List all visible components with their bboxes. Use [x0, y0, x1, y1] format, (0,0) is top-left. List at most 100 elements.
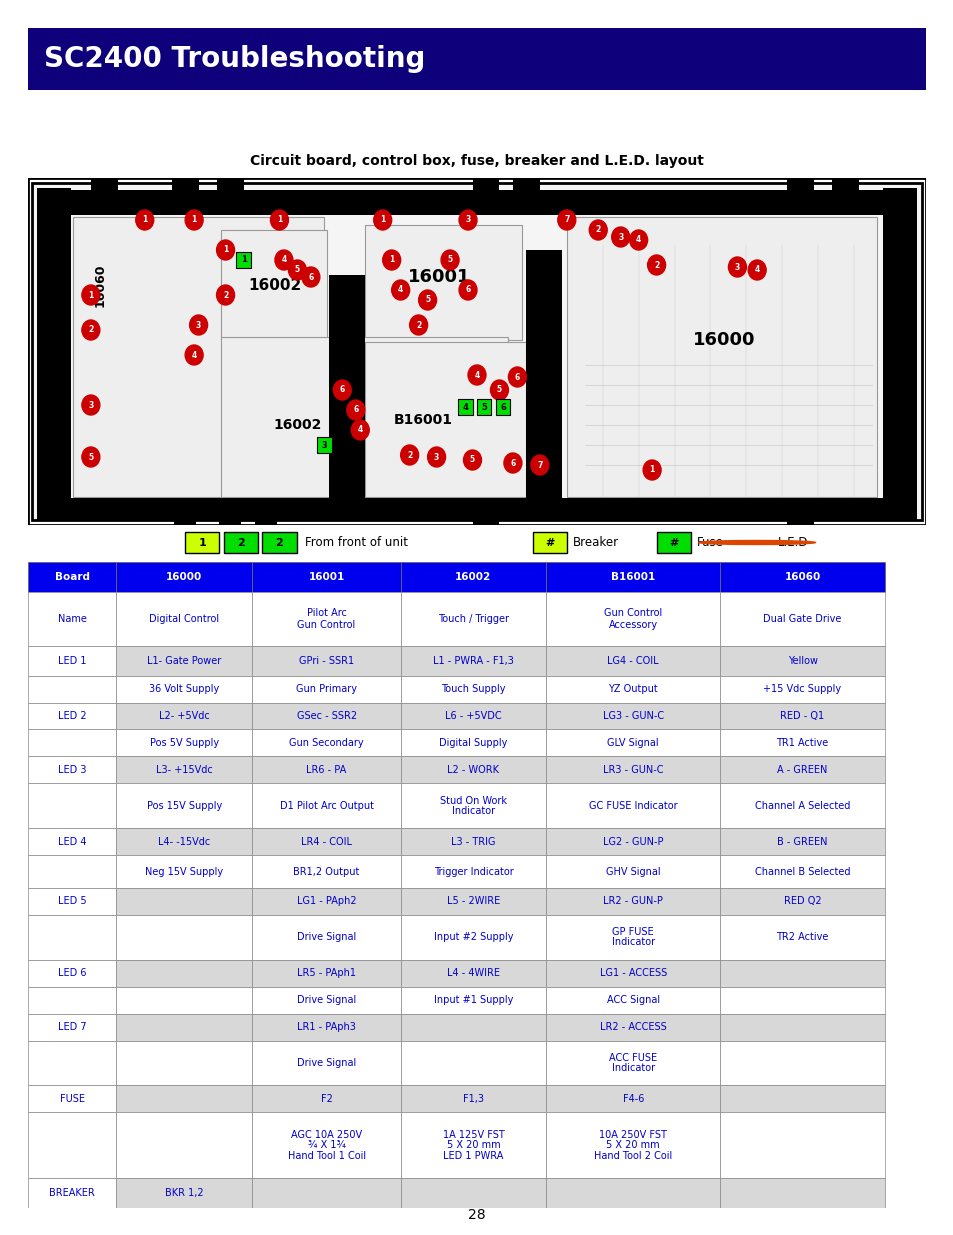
Bar	[720, 783, 883, 829]
Text: Channel B Selected: Channel B Selected	[754, 867, 849, 877]
Bar	[172, 178, 198, 200]
Bar	[253, 855, 400, 888]
Bar	[116, 1086, 253, 1113]
Text: Dual Gate Drive: Dual Gate Drive	[762, 614, 841, 624]
Circle shape	[216, 285, 234, 305]
Bar	[253, 756, 400, 783]
Bar	[116, 783, 253, 829]
Bar	[28, 1041, 116, 1086]
Bar	[400, 676, 545, 703]
Bar	[831, 178, 858, 200]
Text: 16000: 16000	[166, 572, 202, 582]
Text: Gun Control: Gun Control	[297, 620, 355, 630]
Text: 16002: 16002	[248, 278, 301, 293]
Text: 4: 4	[281, 256, 286, 264]
Bar	[253, 592, 400, 646]
Text: 16002: 16002	[455, 572, 491, 582]
Text: LG1 - ACCESS: LG1 - ACCESS	[599, 968, 666, 978]
Bar	[400, 756, 545, 783]
Circle shape	[458, 210, 476, 230]
Text: ¾ X 1¾: ¾ X 1¾	[307, 1140, 345, 1150]
Bar	[720, 592, 883, 646]
Circle shape	[642, 459, 660, 480]
Bar	[253, 783, 400, 829]
Bar	[253, 829, 400, 855]
Bar	[28, 855, 116, 888]
Circle shape	[185, 345, 203, 366]
Bar	[457, 399, 472, 415]
Bar	[316, 437, 332, 453]
Text: FUSE: FUSE	[59, 1094, 85, 1104]
Bar	[545, 960, 720, 987]
Text: LED 4: LED 4	[58, 836, 86, 847]
Text: BKR 1,2: BKR 1,2	[165, 1188, 203, 1198]
Text: Neg 15V Supply: Neg 15V Supply	[145, 867, 223, 877]
Text: 5: 5	[497, 385, 501, 394]
Circle shape	[274, 249, 293, 270]
Circle shape	[82, 395, 100, 415]
Circle shape	[409, 315, 427, 335]
Bar	[720, 855, 883, 888]
Circle shape	[558, 210, 576, 230]
Bar	[400, 783, 545, 829]
Text: 3: 3	[88, 400, 93, 410]
Text: L2 - WORK: L2 - WORK	[447, 764, 498, 774]
Bar	[720, 829, 883, 855]
Bar	[329, 275, 364, 520]
Bar	[400, 730, 545, 756]
Circle shape	[351, 420, 369, 440]
Circle shape	[503, 453, 521, 473]
Text: A - GREEN: A - GREEN	[777, 764, 827, 774]
Text: B16001: B16001	[394, 412, 452, 427]
Text: 3: 3	[434, 452, 438, 462]
Bar	[545, 855, 720, 888]
Bar	[720, 756, 883, 783]
Bar	[566, 217, 876, 496]
Text: 1: 1	[389, 256, 394, 264]
Circle shape	[530, 454, 548, 475]
Text: LR5 - PAph1: LR5 - PAph1	[296, 968, 355, 978]
Text: 1: 1	[379, 215, 385, 225]
Text: 5: 5	[425, 295, 430, 305]
Text: 3: 3	[465, 215, 470, 225]
Bar	[116, 730, 253, 756]
Bar	[400, 703, 545, 730]
Bar	[720, 676, 883, 703]
Bar	[253, 888, 400, 915]
Text: Indicator: Indicator	[611, 937, 654, 947]
Text: Pos 15V Supply: Pos 15V Supply	[147, 800, 222, 810]
Bar	[28, 756, 116, 783]
Text: LED 2: LED 2	[57, 711, 86, 721]
Bar	[28, 987, 116, 1014]
Text: 5: 5	[89, 452, 93, 462]
Bar	[400, 888, 545, 915]
Text: LED 7: LED 7	[57, 1023, 86, 1032]
Text: 6: 6	[499, 403, 505, 411]
Bar	[720, 1041, 883, 1086]
Circle shape	[699, 541, 815, 545]
Bar	[545, 888, 720, 915]
Text: 5: 5	[480, 403, 487, 411]
Bar	[400, 1178, 545, 1208]
Text: Hand Tool 2 Coil: Hand Tool 2 Coil	[594, 1151, 672, 1161]
Bar	[545, 1041, 720, 1086]
Text: L.E.D: L.E.D	[777, 536, 807, 550]
Text: 6: 6	[465, 285, 470, 294]
Text: Breaker: Breaker	[573, 536, 618, 550]
Bar	[720, 1014, 883, 1041]
Text: RED - Q1: RED - Q1	[780, 711, 823, 721]
Bar	[400, 915, 545, 960]
Text: TR2 Active: TR2 Active	[776, 932, 828, 942]
Circle shape	[400, 445, 418, 466]
Text: LG2 - GUN-P: LG2 - GUN-P	[602, 836, 662, 847]
Text: 28: 28	[468, 1208, 485, 1221]
Text: Pilot Arc: Pilot Arc	[306, 608, 346, 618]
Bar	[216, 178, 243, 200]
Text: 3: 3	[618, 232, 622, 242]
Bar	[72, 217, 324, 496]
Text: LR1 - PAph3: LR1 - PAph3	[296, 1023, 355, 1032]
Bar	[545, 562, 720, 592]
Circle shape	[468, 366, 485, 385]
Text: 1: 1	[142, 215, 147, 225]
Circle shape	[490, 380, 508, 400]
